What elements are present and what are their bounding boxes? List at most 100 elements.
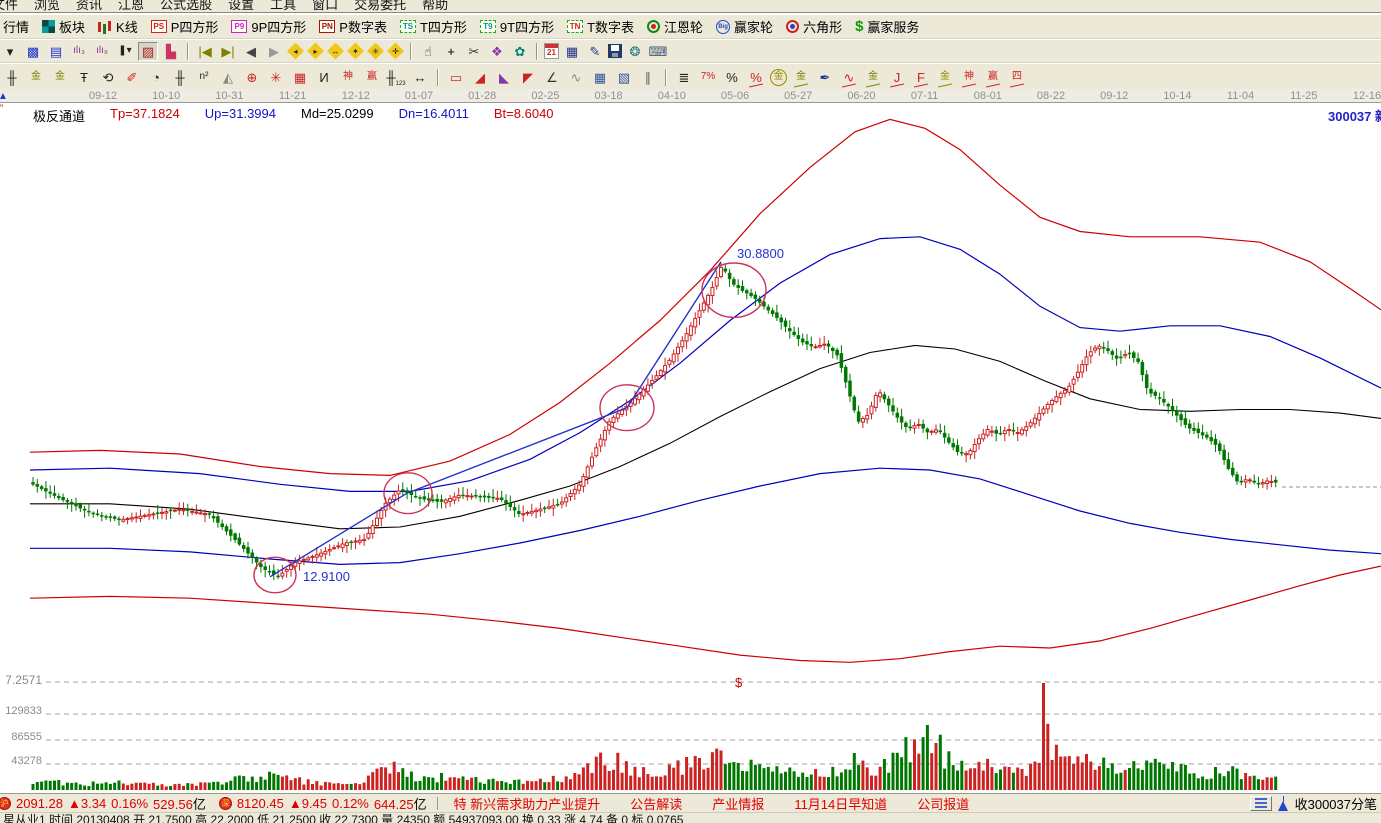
toolbar-button-kline[interactable]: K线 <box>98 17 138 36</box>
gold-level-icon[interactable]: 金 <box>791 68 811 87</box>
mini-chart-9-icon[interactable]: ılı₉ <box>96 45 108 56</box>
menu-item-1[interactable]: 浏览 <box>34 0 61 12</box>
fan-lines-icon[interactable]: ◢ <box>475 69 485 85</box>
menu-item-0[interactable]: 文件 <box>0 0 19 12</box>
calculator-tool-icon[interactable]: ▦ <box>565 43 579 59</box>
gold-circle-icon[interactable]: 金 <box>770 68 787 86</box>
zoom-left-icon[interactable]: ◂ <box>287 42 304 60</box>
f-ruler-icon[interactable]: Ŧ <box>80 69 88 85</box>
notes-tool-icon[interactable]: ✎ <box>589 43 601 59</box>
ruler-123-icon[interactable]: ╫ 123 <box>386 69 406 87</box>
shen-grid-icon[interactable]: 神 <box>343 71 353 82</box>
toolbar-button-hexagon[interactable]: 六角形 <box>786 17 842 36</box>
circle-cross-icon[interactable]: ⊕ <box>246 69 258 85</box>
gold-grid-a-icon[interactable]: 金 <box>31 71 41 82</box>
toolbar-button-nine-t-square[interactable]: T9 9T四方形 <box>479 17 554 36</box>
wave-tool-icon[interactable]: ∿ <box>839 68 859 87</box>
angle-rays-icon[interactable]: ∠ <box>546 69 558 85</box>
toolbar-button-winner-service[interactable]: $ 赢家服务 <box>855 17 919 36</box>
parallel-lines-icon[interactable]: ∥ <box>644 69 652 85</box>
zoom-expand-icon[interactable]: ✛ <box>387 42 404 60</box>
tick-ruler-icon[interactable]: ╫ <box>175 69 185 85</box>
ray-star-icon[interactable]: ✳ <box>270 69 282 85</box>
pager-button[interactable] <box>1249 795 1272 811</box>
tick-view-label[interactable]: 收300037分笔 <box>1294 796 1377 812</box>
dial-ruler-icon[interactable]: ◔ <box>152 69 160 85</box>
ying-grid-icon[interactable]: 赢 <box>367 71 377 82</box>
mirror-angle-icon[interactable]: ◭ <box>223 69 233 85</box>
gold-level-3-icon[interactable]: 金 <box>935 68 955 87</box>
ying-level-icon[interactable]: 赢 <box>983 68 1003 87</box>
f-level-icon[interactable]: F <box>911 68 931 87</box>
toolbar-button-t-square[interactable]: TS T四方形 <box>399 17 467 36</box>
zoom-horizontal-icon[interactable]: ↔ <box>327 42 344 60</box>
zigzag-wave-icon[interactable]: ∿ <box>570 69 582 85</box>
gann-ruler-icon[interactable]: ╫ <box>7 69 17 85</box>
news-company[interactable]: 公司报道 <box>917 796 970 812</box>
menu-item-5[interactable]: 设置 <box>228 0 255 12</box>
zoom-burst-icon[interactable]: ✳ <box>367 42 384 60</box>
toolbar-button-winner-wheel[interactable]: Big 赢家轮 <box>716 17 773 36</box>
n-marks-icon[interactable]: И <box>319 69 329 85</box>
candle-type-icon[interactable]: ❚▾ <box>118 45 132 56</box>
news-morning[interactable]: 11月14日早知道 <box>794 796 888 812</box>
gold-grid-b-icon[interactable]: 金 <box>55 71 65 82</box>
price-steps-icon[interactable]: ≣ <box>678 69 690 85</box>
last-page-icon[interactable]: ▶| <box>221 43 235 59</box>
grid-arrow-icon[interactable]: ▧ <box>617 69 631 85</box>
n-squared-icon[interactable]: n² <box>199 71 209 82</box>
calendar-tool-icon[interactable]: 21 <box>544 43 559 59</box>
terminal-tool-icon[interactable]: ⌨ <box>648 43 668 59</box>
crosshair-tool-icon[interactable]: + <box>447 43 455 59</box>
span-arrow-icon[interactable]: ↔ <box>413 69 427 85</box>
seal-tool-icon[interactable]: ❖ <box>491 43 503 59</box>
menu-item-6[interactable]: 工具 <box>270 0 297 12</box>
info-document-icon[interactable]: ▤ <box>49 43 63 59</box>
red-pencil-icon[interactable]: ✐ <box>126 69 138 85</box>
menu-item-3[interactable]: 江恩 <box>118 0 145 12</box>
volume-profile-icon[interactable]: ▙ <box>166 43 176 59</box>
toolbar-button-nine-p-square[interactable]: P9 9P四方形 <box>231 17 306 36</box>
knot-tool-icon[interactable]: ✿ <box>514 43 526 59</box>
news-announcements[interactable]: 公告解读 <box>630 796 683 812</box>
news-industry[interactable]: 产业情报 <box>712 796 765 812</box>
gold-level-2-icon[interactable]: 金 <box>863 68 883 87</box>
grid-small-icon[interactable]: ▦ <box>593 69 607 85</box>
toolbar-button-p-number-table[interactable]: PN P数字表 <box>319 17 387 36</box>
period-dropdown-icon[interactable]: ▾ <box>6 43 14 59</box>
percent-line-icon[interactable]: % <box>746 68 766 87</box>
shen-level-icon[interactable]: 神 <box>959 68 979 87</box>
first-page-icon[interactable]: |◀ <box>198 43 212 59</box>
kline-window-icon[interactable]: ▨ <box>138 41 158 61</box>
zoom-converge-icon[interactable]: ✦ <box>347 42 364 60</box>
page-forward-icon[interactable]: ▶ <box>269 43 279 59</box>
grid-box-icon[interactable]: ▦ <box>293 69 307 85</box>
j-level-icon[interactable]: J <box>887 68 907 87</box>
toolbar-button-market-quotes[interactable]: 行情 <box>3 17 29 36</box>
net-sync-tool-icon[interactable]: ❂ <box>629 43 641 59</box>
fan-box-red-icon[interactable]: ◤ <box>523 69 533 85</box>
spiral-nine-icon[interactable]: ⟲ <box>102 69 114 85</box>
toolbar-button-sectors[interactable]: 板块 <box>42 17 85 36</box>
scissors-tool-icon[interactable]: ✂ <box>468 43 480 59</box>
menu-item-8[interactable]: 交易委托 <box>354 0 407 12</box>
toolbar-button-t-number-table[interactable]: TN T数字表 <box>567 17 634 36</box>
menu-item-9[interactable]: 帮助 <box>422 0 449 12</box>
select-rect-icon[interactable]: ▭ <box>449 69 463 85</box>
hand-tool-icon[interactable]: ☝ <box>424 43 432 59</box>
toolbar-button-p-square[interactable]: PS P四方形 <box>150 17 218 36</box>
ink-pen-icon[interactable]: ✒ <box>819 69 831 85</box>
fan-box-purple-icon[interactable]: ◣ <box>499 69 509 85</box>
page-back-icon[interactable]: ◀ <box>246 43 256 59</box>
menu-item-2[interactable]: 资讯 <box>76 0 103 12</box>
si-level-icon[interactable]: 四 <box>1007 68 1027 87</box>
percent-seven-icon[interactable]: 7% <box>700 71 716 82</box>
menu-item-4[interactable]: 公式选股 <box>160 0 213 12</box>
toolbar-button-gann-wheel[interactable]: 江恩轮 <box>647 17 703 36</box>
news-headline[interactable]: 特 新兴需求助力产业提升 <box>453 796 601 812</box>
percent-icon[interactable]: % <box>726 69 738 85</box>
menu-item-7[interactable]: 窗口 <box>312 0 339 12</box>
pattern-window-icon[interactable]: ▩ <box>26 43 40 59</box>
zoom-right-icon[interactable]: ▸ <box>307 42 324 60</box>
